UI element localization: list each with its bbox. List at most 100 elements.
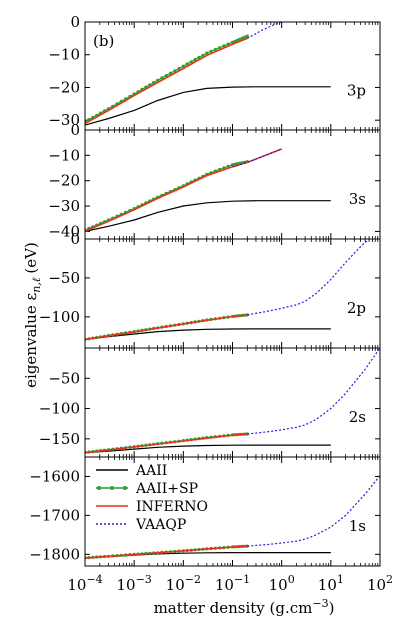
legend-entry-aaii: AAII [96, 463, 167, 479]
panel-3s: 0 −10 −20 −30 −40 3s [48, 121, 381, 240]
series-point-aaii-plus-sp [205, 51, 209, 55]
svg-text:matter density (g.cm−3): matter density (g.cm−3) [154, 597, 335, 617]
x-tick-label: 102 [367, 573, 393, 594]
series-line-inferno [85, 37, 248, 125]
series-line-aaii [85, 200, 331, 232]
panel-frame [84, 456, 381, 567]
y-axis-title-unit: (eV) [22, 242, 40, 273]
y-tick-label: −10 [48, 146, 80, 164]
panel-label-3s: 3s [349, 190, 366, 208]
y-tick-label: −1800 [29, 545, 80, 563]
series-point-aaii-plus-sp [222, 44, 226, 48]
series-line-vaaqp [247, 22, 282, 39]
legend-label: INFERNO [136, 499, 208, 515]
legend-marker [97, 486, 101, 490]
series-point-aaii-plus-sp [240, 36, 244, 40]
x-tick-label: 10−1 [215, 573, 250, 594]
panel-tag: (b) [93, 32, 114, 50]
y-tick-label: 0 [70, 121, 80, 139]
legend-marker [110, 486, 114, 490]
legend-label: AAII+SP [135, 481, 198, 497]
panel-series-2s [85, 348, 380, 455]
series-point-aaii-plus-sp [197, 55, 201, 60]
series-point-aaii-plus-sp [243, 35, 247, 39]
series-line-inferno [85, 314, 248, 341]
legend-entry-aaii-plus-sp: AAII+SP [96, 481, 198, 497]
chart-legend: AAII AAII+SP INFERNO VAAQP [96, 463, 208, 533]
series-line-vaaqp [247, 348, 380, 435]
series-point-aaii-plus-sp [226, 164, 230, 168]
y-tick-label: −20 [48, 78, 80, 96]
panel-frame [84, 21, 381, 131]
x-axis-title-sup: −3 [312, 597, 328, 610]
series-point-aaii-plus-sp [226, 42, 230, 46]
series-point-aaii-plus-sp [173, 69, 177, 73]
series-line-inferno [85, 545, 248, 559]
y-tick-label: −20 [48, 172, 80, 190]
y-axis-title-main: eigenvalue ε [22, 293, 40, 388]
panel-series-3s [85, 148, 331, 233]
series-point-aaii-plus-sp [233, 39, 237, 43]
panel-frame [84, 129, 381, 240]
panel-series-1s [85, 475, 380, 560]
legend-label: VAAQP [135, 517, 186, 533]
legend-label: AAII [135, 463, 167, 479]
series-line-aaii [85, 86, 331, 126]
x-tick-label: 101 [318, 573, 344, 594]
series-point-aaii-plus-sp [238, 37, 242, 41]
x-tick-label: 10−2 [166, 573, 201, 594]
x-tick-label: 10−4 [67, 573, 102, 594]
panel-label-3p: 3p [347, 81, 366, 99]
y-tick-label: −30 [48, 197, 80, 215]
legend-marker [123, 486, 127, 490]
y-tick-label: −30 [48, 111, 80, 129]
y-tick-label: 0 [70, 230, 80, 248]
series-line-aaii [85, 444, 331, 454]
series-line-aaii [85, 328, 331, 340]
series-point-aaii-plus-sp [235, 38, 239, 42]
y-tick-label: −100 [39, 308, 80, 326]
chart-panels: 0 −10 −20 −30 3p 0 −10 −20 −30 −40 3s 0 −50 −100 2p −50… [29, 13, 381, 567]
y-tick-label: −40 [48, 222, 80, 240]
y-tick-label: −50 [48, 369, 80, 387]
panel-label-2p: 2p [347, 299, 366, 317]
series-point-aaii-plus-sp [230, 163, 235, 167]
series-point-aaii-plus-sp [209, 49, 213, 53]
x-axis-title-close: ) [329, 599, 335, 617]
legend-entry-vaaqp: VAAQP [96, 517, 186, 533]
panel-series-2p [85, 239, 370, 341]
y-tick-label: −1600 [29, 467, 80, 485]
series-point-aaii-plus-sp [152, 80, 156, 85]
y-tick-label: −150 [39, 430, 80, 448]
y-axis-title-sub: n,ℓ [30, 277, 43, 293]
series-line-vaaqp [232, 148, 282, 168]
panel-2s: −50 −100 −150 2s [39, 347, 381, 458]
series-point-aaii-plus-sp [160, 76, 164, 80]
y-tick-label: −1700 [29, 506, 80, 524]
panel-label-1s: 1s [349, 517, 366, 535]
series-point-aaii-plus-sp [168, 71, 173, 75]
y-tick-label: −100 [39, 400, 80, 418]
series-point-aaii-plus-sp [193, 58, 197, 62]
legend-entry-inferno: INFERNO [96, 499, 208, 515]
series-point-aaii-plus-sp [218, 46, 222, 50]
series-point-aaii-plus-sp [181, 64, 185, 68]
series-point-aaii-plus-sp [185, 62, 189, 66]
series-point-aaii-plus-sp [189, 60, 193, 64]
series-point-aaii-plus-sp [177, 66, 181, 71]
x-axis-title: matter density (g.cm−3) [154, 597, 335, 617]
y-tick-label: −50 [48, 269, 80, 287]
series-line-vaaqp [247, 475, 380, 547]
x-tick-label: 100 [269, 573, 295, 594]
y-tick-label: −10 [48, 46, 80, 64]
panel-frame [84, 347, 381, 458]
x-axis-ticks: 10−4 10−3 10−2 10−1 100 101 102 [67, 573, 393, 594]
y-tick-label: 0 [70, 13, 80, 31]
y-axis-title: eigenvalue εn,ℓ (eV) [22, 242, 43, 388]
series-point-aaii-plus-sp [156, 78, 160, 82]
panel-2p: 0 −50 −100 2p [39, 230, 381, 349]
panel-3p: 0 −10 −20 −30 3p [48, 13, 381, 131]
series-point-aaii-plus-sp [230, 40, 235, 44]
panel-label-2s: 2s [349, 408, 366, 426]
